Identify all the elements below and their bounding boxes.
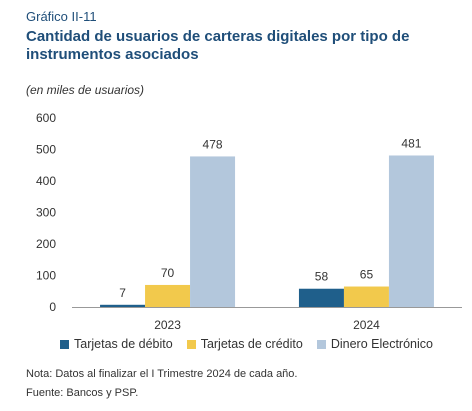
y-tick-label: 300 <box>36 206 56 220</box>
legend-label-debit: Tarjetas de débito <box>74 337 173 351</box>
y-tick-label: 100 <box>36 269 56 283</box>
data-label: 70 <box>161 266 175 280</box>
data-label: 58 <box>315 270 329 284</box>
bar-chart: 0 100 200 300 400 500 600 7 70 478 2023 58 65 481 2024 <box>36 111 462 332</box>
bar <box>298 288 344 307</box>
legend-label-credit: Tarjetas de crédito <box>200 337 303 351</box>
bar <box>388 155 434 307</box>
bar <box>145 284 191 307</box>
footnote: Nota: Datos al finalizar el I Trimestre … <box>26 368 298 380</box>
y-tick-label: 400 <box>36 174 56 188</box>
bar <box>100 304 146 307</box>
y-tick-label: 600 <box>36 111 56 125</box>
chart-title: Cantidad de usuarios de carteras digital… <box>26 28 410 63</box>
y-tick-label: 500 <box>36 143 56 157</box>
data-label: 7 <box>119 286 126 300</box>
legend-item-electronic: Dinero Electrónico <box>316 337 433 351</box>
figure-label: Gráfico II-11 <box>26 9 97 24</box>
legend-label-electronic: Dinero Electrónico <box>330 337 433 351</box>
legend-item-credit: Tarjetas de crédito <box>186 337 303 351</box>
y-tick-label: 0 <box>49 300 56 314</box>
legend-swatch-credit <box>186 339 196 349</box>
x-tick-label: 2024 <box>353 318 380 332</box>
legend-swatch-electronic <box>316 339 326 349</box>
data-label: 481 <box>401 136 421 150</box>
data-label: 65 <box>360 268 374 282</box>
source-note: Fuente: Bancos y PSP. <box>26 387 139 399</box>
chart-subtitle: (en miles de usuarios) <box>26 83 145 97</box>
legend-swatch-debit <box>60 339 69 349</box>
data-label: 478 <box>203 137 223 151</box>
legend: Tarjetas de débito Tarjetas de crédito D… <box>60 337 433 351</box>
legend-item-debit: Tarjetas de débito <box>60 337 173 351</box>
y-tick-label: 200 <box>36 237 56 251</box>
bar <box>190 156 236 307</box>
x-tick-label: 2023 <box>154 318 181 332</box>
bar <box>343 286 389 307</box>
